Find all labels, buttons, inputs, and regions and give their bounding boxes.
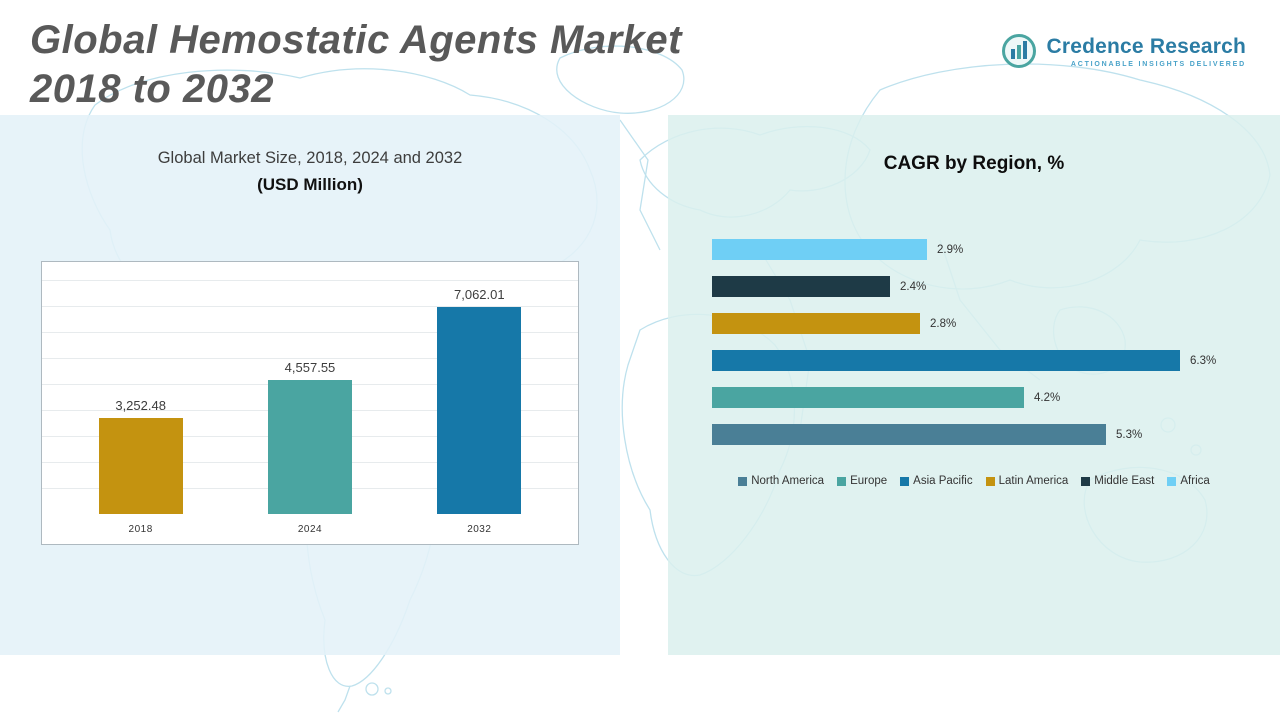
legend-item-asia-pacific: Asia Pacific	[900, 475, 973, 487]
bar-group-2032: 7,062.01 2032	[437, 287, 522, 544]
logo-name: Credence Research	[1046, 34, 1246, 58]
cagr-value-label: 2.8%	[930, 317, 957, 330]
cagr-bar-europe	[712, 387, 1024, 408]
cagr-value-label: 2.4%	[900, 280, 927, 293]
x-axis-label: 2024	[297, 523, 323, 535]
legend-label: Middle East	[1094, 475, 1155, 487]
x-axis-label: 2032	[467, 523, 492, 535]
legend-swatch	[985, 476, 995, 486]
legend-item-africa: Africa	[1167, 475, 1210, 487]
cagr-row-latin-america: 2.8%	[712, 313, 1280, 334]
page-title: Global Hemostatic Agents Market 2018 to …	[30, 16, 682, 114]
page-title-line1: Global Hemostatic Agents Market	[30, 18, 682, 62]
page-title-line2: 2018 to 2032	[30, 66, 274, 111]
logo-text: Credence Research Actionable Insights De…	[1046, 35, 1246, 68]
market-size-chart-header: Global Market Size, 2018, 2024 and 2032 …	[0, 149, 620, 195]
cagr-row-europe: 4.2%	[712, 387, 1280, 408]
bar-2032	[437, 307, 522, 514]
legend-swatch	[1167, 476, 1177, 486]
logo: Credence Research Actionable Insights De…	[1000, 32, 1246, 70]
cagr-row-middle-east: 2.4%	[712, 276, 1280, 297]
market-size-bar-chart: 3,252.48 2018 4,557.55 2024 7,062.01 2032	[41, 261, 579, 545]
legend-label: Asia Pacific	[913, 475, 973, 487]
cagr-bar-africa	[712, 239, 927, 260]
bar-value-label: 7,062.01	[454, 287, 505, 302]
legend-label: North America	[751, 475, 825, 487]
cagr-bar-north-america	[712, 424, 1106, 445]
legend-label: Africa	[1180, 475, 1210, 487]
bar-group-container: 3,252.48 2018 4,557.55 2024 7,062.01 2032	[56, 262, 564, 544]
logo-chart-icon	[1002, 34, 1037, 68]
bar-group-2018: 3,252.48 2018	[98, 398, 183, 544]
legend-swatch	[837, 476, 847, 486]
legend-label: Europe	[850, 475, 888, 487]
bar-group-2024: 4,557.55 2024	[267, 360, 352, 544]
legend-swatch	[900, 476, 910, 486]
bar-value-label: 3,252.48	[115, 398, 166, 413]
cagr-value-label: 2.9%	[937, 243, 964, 256]
cagr-row-north-america: 5.3%	[712, 424, 1280, 445]
market-size-chart-subtitle: (USD Million)	[257, 175, 363, 194]
market-size-chart-title: Global Market Size, 2018, 2024 and 2032	[157, 149, 463, 167]
logo-tagline: Actionable Insights Delivered	[1070, 60, 1246, 68]
legend-item-europe: Europe	[837, 475, 887, 487]
market-size-panel: Global Market Size, 2018, 2024 and 2032 …	[0, 115, 620, 655]
legend-swatch	[1081, 476, 1091, 486]
cagr-chart-title: CAGR by Region, %	[883, 153, 1065, 174]
legend-item-latin-america: Latin America	[985, 475, 1069, 487]
cagr-value-label: 4.2%	[1034, 391, 1061, 404]
cagr-value-label: 5.3%	[1116, 428, 1143, 441]
cagr-value-label: 6.3%	[1190, 354, 1217, 367]
legend-item-north-america: North America	[738, 475, 824, 487]
cagr-legend: North America Europe Asia Pacific Latin Ame…	[668, 475, 1280, 487]
panel-gap	[620, 115, 668, 655]
cagr-bar-middle-east	[712, 276, 890, 297]
cagr-bar-asia-pacific	[712, 350, 1180, 371]
cagr-bar-latin-america	[712, 313, 920, 334]
bar-value-label: 4,557.55	[284, 360, 336, 375]
x-axis-label: 2018	[128, 523, 153, 535]
cagr-row-asia-pacific: 6.3%	[712, 350, 1280, 371]
legend-swatch	[738, 476, 748, 486]
legend-item-middle-east: Middle East	[1081, 475, 1154, 487]
bar-2024	[267, 380, 352, 514]
cagr-panel: CAGR by Region, % 2.9% 2.4% 2.8% 6.3% 4.2% 5.…	[668, 115, 1280, 655]
cagr-row-africa: 2.9%	[712, 239, 1280, 260]
content-panels: Global Market Size, 2018, 2024 and 2032 …	[0, 115, 1280, 655]
bar-2018	[98, 418, 183, 514]
cagr-bar-chart: 2.9% 2.4% 2.8% 6.3% 4.2% 5.3%	[712, 239, 1280, 445]
legend-label: Latin America	[998, 475, 1069, 487]
